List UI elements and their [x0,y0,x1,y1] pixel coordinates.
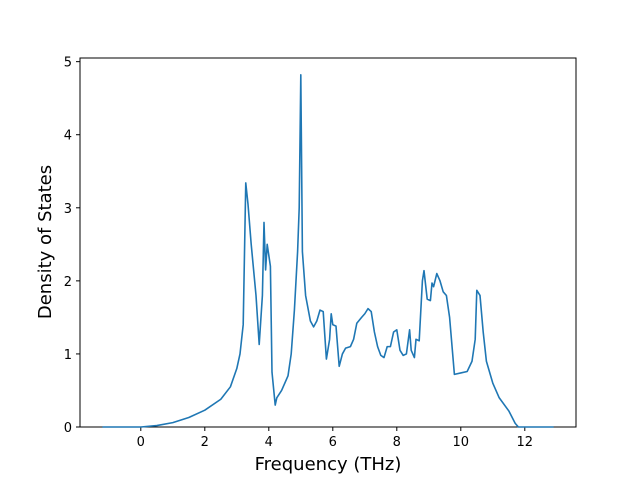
y-tick-label: 5 [64,56,72,71]
y-axis-label: Density of States [35,165,56,319]
x-tick-label: 6 [329,435,337,450]
y-tick-label: 3 [64,202,72,217]
x-tick-label: 4 [265,435,273,450]
y-tick-label: 1 [64,348,72,363]
y-tick-label: 0 [64,421,72,436]
dos-line [102,74,554,428]
y-tick-label: 4 [64,129,72,144]
y-tick-label: 2 [64,275,72,290]
x-tick-label: 10 [453,435,470,450]
x-tick-label: 8 [393,435,401,450]
x-tick-label: 0 [137,435,145,450]
x-axis-label: Frequency (THz) [255,454,402,475]
plot-frame [79,57,577,428]
x-tick-label: 2 [201,435,209,450]
x-tick-label: 12 [517,435,534,450]
